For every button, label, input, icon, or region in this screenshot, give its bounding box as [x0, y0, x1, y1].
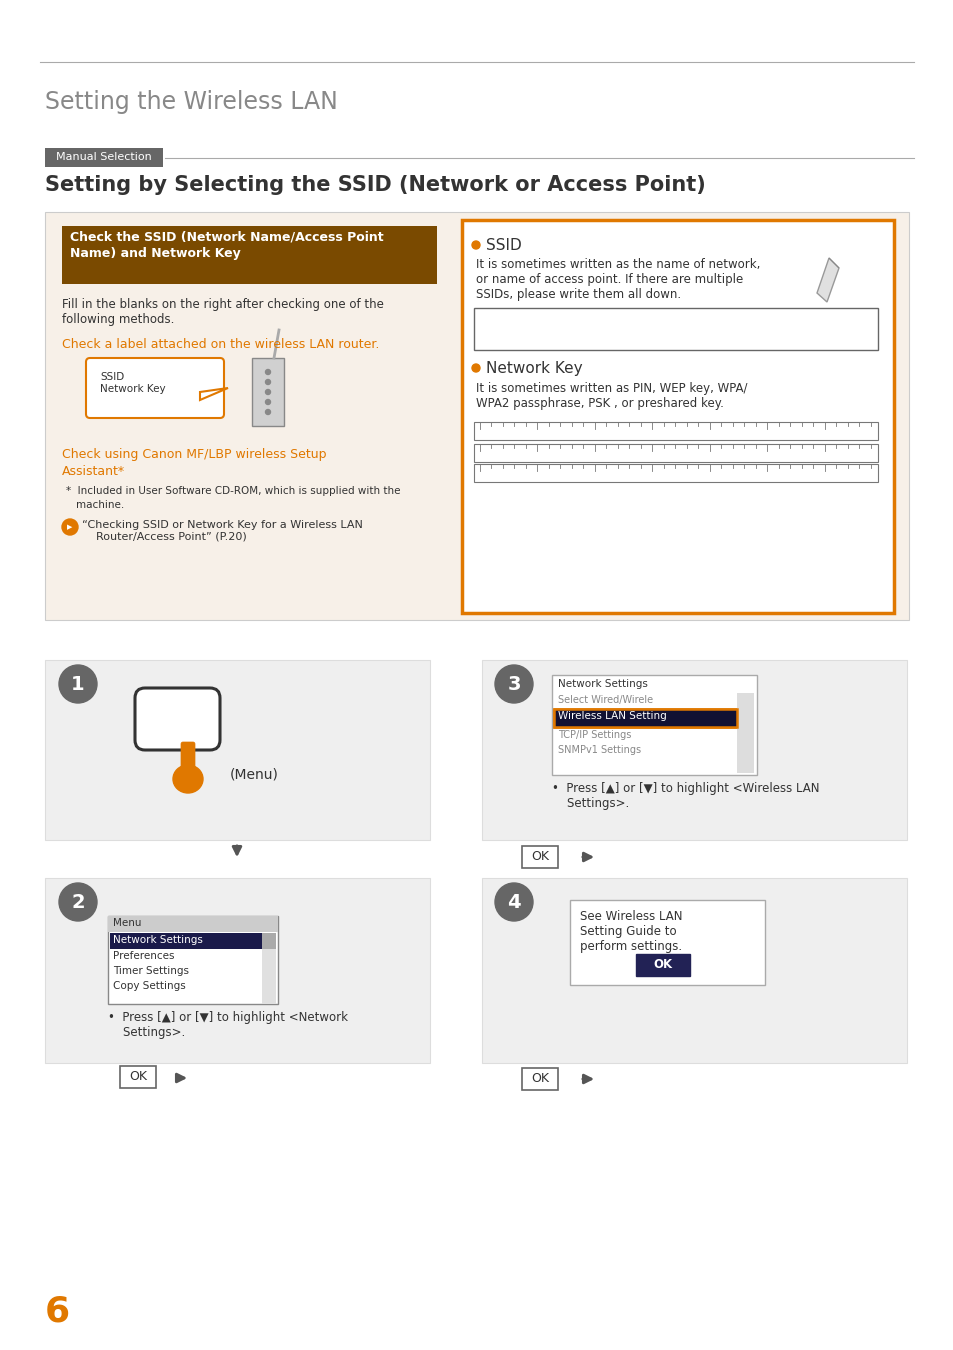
Text: Select Wired/Wirele: Select Wired/Wirele — [558, 695, 653, 705]
Text: SSID: SSID — [485, 238, 521, 252]
Text: OK: OK — [531, 1072, 548, 1085]
FancyBboxPatch shape — [474, 308, 877, 350]
Text: Check the SSID (Network Name/Access Point: Check the SSID (Network Name/Access Poin… — [70, 230, 383, 243]
Circle shape — [265, 379, 271, 385]
Text: •  Press [▲] or [▼] to highlight <Wireless LAN
    Settings>.: • Press [▲] or [▼] to highlight <Wireles… — [552, 782, 819, 810]
FancyBboxPatch shape — [569, 900, 764, 986]
FancyBboxPatch shape — [554, 709, 737, 728]
Text: It is sometimes written as the name of network,
or name of access point. If ther: It is sometimes written as the name of n… — [476, 258, 760, 301]
FancyBboxPatch shape — [481, 878, 906, 1062]
Text: Network Key: Network Key — [485, 360, 582, 377]
Text: Wireless LAN Setting: Wireless LAN Setting — [558, 711, 666, 721]
FancyBboxPatch shape — [45, 878, 430, 1062]
Text: Network Settings: Network Settings — [112, 936, 203, 945]
Circle shape — [265, 400, 271, 405]
Text: Name) and Network Key: Name) and Network Key — [70, 247, 240, 261]
FancyBboxPatch shape — [120, 1066, 156, 1088]
Text: “Checking SSID or Network Key for a Wireless LAN
    Router/Access Point” (P.20): “Checking SSID or Network Key for a Wire… — [82, 520, 362, 541]
Text: SSID
Network Key: SSID Network Key — [100, 373, 166, 394]
Circle shape — [265, 390, 271, 394]
FancyBboxPatch shape — [181, 743, 194, 776]
Text: Menu: Menu — [112, 918, 141, 927]
Ellipse shape — [172, 765, 203, 792]
Circle shape — [59, 666, 97, 703]
Text: 6: 6 — [45, 1295, 71, 1328]
Text: Network Settings: Network Settings — [558, 679, 647, 688]
Circle shape — [472, 242, 479, 248]
FancyBboxPatch shape — [481, 660, 906, 840]
FancyBboxPatch shape — [45, 660, 430, 840]
FancyBboxPatch shape — [474, 464, 877, 482]
FancyBboxPatch shape — [86, 358, 224, 418]
Text: See Wireless LAN
Setting Guide to
perform settings.: See Wireless LAN Setting Guide to perfor… — [579, 910, 681, 953]
Text: 1: 1 — [71, 675, 85, 694]
Circle shape — [265, 370, 271, 374]
FancyBboxPatch shape — [521, 846, 558, 868]
Text: •  Press [▲] or [▼] to highlight <Network
    Settings>.: • Press [▲] or [▼] to highlight <Network… — [108, 1011, 348, 1040]
Circle shape — [59, 883, 97, 921]
Text: Check a label attached on the wireless LAN router.: Check a label attached on the wireless L… — [62, 338, 379, 351]
Text: *  Included in User Software CD-ROM, which is supplied with the: * Included in User Software CD-ROM, whic… — [66, 486, 400, 495]
Text: TCP/IP Settings: TCP/IP Settings — [558, 730, 631, 740]
Text: Manual Selection: Manual Selection — [56, 153, 152, 162]
FancyBboxPatch shape — [474, 423, 877, 440]
FancyBboxPatch shape — [62, 225, 436, 284]
Text: ▶: ▶ — [68, 524, 72, 531]
FancyBboxPatch shape — [108, 917, 277, 932]
Text: OK: OK — [531, 850, 548, 864]
Circle shape — [495, 883, 533, 921]
Circle shape — [495, 666, 533, 703]
FancyBboxPatch shape — [521, 1068, 558, 1089]
FancyBboxPatch shape — [252, 358, 284, 427]
FancyBboxPatch shape — [636, 954, 689, 976]
Text: OK: OK — [129, 1071, 147, 1084]
Text: OK: OK — [653, 958, 672, 972]
Text: Fill in the blanks on the right after checking one of the
following methods.: Fill in the blanks on the right after ch… — [62, 298, 383, 325]
FancyBboxPatch shape — [110, 933, 262, 949]
FancyBboxPatch shape — [737, 693, 753, 774]
FancyBboxPatch shape — [45, 148, 163, 167]
Text: Setting the Wireless LAN: Setting the Wireless LAN — [45, 90, 337, 113]
Text: machine.: machine. — [76, 500, 124, 510]
Text: Copy Settings: Copy Settings — [112, 981, 186, 991]
Circle shape — [62, 518, 78, 535]
FancyBboxPatch shape — [135, 688, 220, 751]
Text: Preferences: Preferences — [112, 950, 174, 961]
Text: Assistant*: Assistant* — [62, 464, 125, 478]
Text: Setting by Selecting the SSID (Network or Access Point): Setting by Selecting the SSID (Network o… — [45, 176, 705, 194]
Polygon shape — [816, 258, 838, 302]
Text: Wireless LAN Setting: Wireless LAN Setting — [558, 711, 666, 721]
FancyBboxPatch shape — [45, 212, 908, 620]
Circle shape — [472, 364, 479, 373]
Text: (Menu): (Menu) — [230, 768, 278, 782]
FancyBboxPatch shape — [737, 709, 753, 728]
Polygon shape — [200, 387, 228, 400]
FancyBboxPatch shape — [552, 675, 757, 775]
FancyBboxPatch shape — [474, 444, 877, 462]
FancyBboxPatch shape — [461, 220, 893, 613]
FancyBboxPatch shape — [262, 949, 275, 1004]
Text: SNMPv1 Settings: SNMPv1 Settings — [558, 745, 640, 755]
Text: 2: 2 — [71, 892, 85, 911]
Polygon shape — [828, 258, 838, 269]
Text: 4: 4 — [507, 892, 520, 911]
Text: It is sometimes written as PIN, WEP key, WPA/
WPA2 passphrase, PSK , or preshare: It is sometimes written as PIN, WEP key,… — [476, 382, 747, 410]
Circle shape — [265, 409, 271, 414]
FancyBboxPatch shape — [554, 709, 737, 728]
Text: Check using Canon MF/LBP wireless Setup: Check using Canon MF/LBP wireless Setup — [62, 448, 326, 460]
FancyBboxPatch shape — [262, 933, 275, 949]
Text: 3: 3 — [507, 675, 520, 694]
FancyBboxPatch shape — [108, 917, 277, 1004]
Text: Timer Settings: Timer Settings — [112, 967, 189, 976]
